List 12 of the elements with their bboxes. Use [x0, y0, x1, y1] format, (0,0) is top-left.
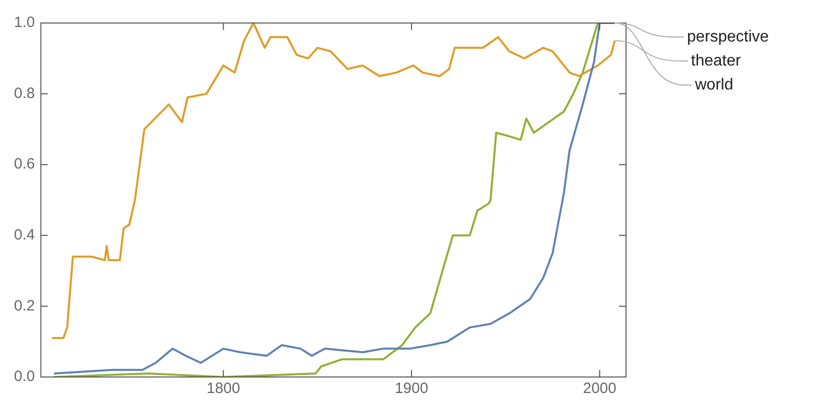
text: world: [694, 76, 734, 94]
y-tick-label: 0.8: [14, 84, 35, 102]
y-tick-label: 0.4: [14, 226, 35, 244]
y-tick-label: 0.6: [14, 156, 35, 173]
x-tick-label: 1800: [206, 380, 240, 398]
x-tick-label: 2000: [582, 380, 616, 398]
x-tick-label: 1900: [394, 380, 428, 398]
y-tick-label: 0.0: [14, 368, 35, 386]
y-tick-label: 0.2: [14, 297, 35, 314]
text: perspective: [687, 28, 769, 46]
y-tick-label: 1.0: [14, 14, 35, 32]
text: theater: [691, 52, 742, 70]
